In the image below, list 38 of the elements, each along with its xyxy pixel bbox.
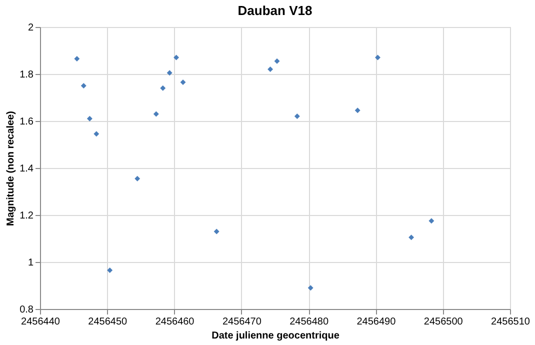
x-axis-title: Date julienne geocentrique <box>212 330 340 342</box>
x-tick-label: 2456450 <box>88 316 128 328</box>
y-tick-label: 0.8 <box>20 304 34 316</box>
x-tick-label: 2456480 <box>290 316 329 328</box>
point <box>214 228 220 234</box>
point <box>107 267 113 273</box>
point <box>294 114 300 120</box>
y-tick-label: 1.8 <box>20 70 34 80</box>
y-tick-label: 1.6 <box>20 116 34 128</box>
y-tick-label: 1.2 <box>20 210 34 222</box>
point <box>74 56 80 62</box>
point <box>153 111 159 117</box>
point <box>86 116 92 122</box>
point <box>268 66 274 72</box>
x-tick-label: 2456500 <box>424 316 464 328</box>
point <box>80 83 86 88</box>
point <box>374 54 380 60</box>
x-tick-label: 2456510 <box>491 316 530 328</box>
point <box>160 85 166 91</box>
y-tick-label: 2 <box>28 22 34 34</box>
point <box>94 131 100 137</box>
point <box>408 234 414 240</box>
x-tick-label: 2456490 <box>356 316 396 328</box>
y-tick-label: 1 <box>28 258 34 268</box>
point <box>174 54 180 60</box>
point <box>166 70 172 76</box>
y-tick-label: 1.4 <box>20 164 34 174</box>
point <box>180 79 186 85</box>
point <box>274 58 280 64</box>
point <box>308 285 314 291</box>
x-tick-label: 2456440 <box>21 316 60 328</box>
x-tick-label: 2456470 <box>222 316 262 328</box>
x-tick-label: 2456460 <box>155 316 195 328</box>
y-axis-title: Magnitude (non recalee) <box>6 110 17 226</box>
point <box>134 176 140 182</box>
point <box>354 108 360 114</box>
point <box>428 218 434 224</box>
chart-title: Dauban V18 <box>238 3 312 18</box>
